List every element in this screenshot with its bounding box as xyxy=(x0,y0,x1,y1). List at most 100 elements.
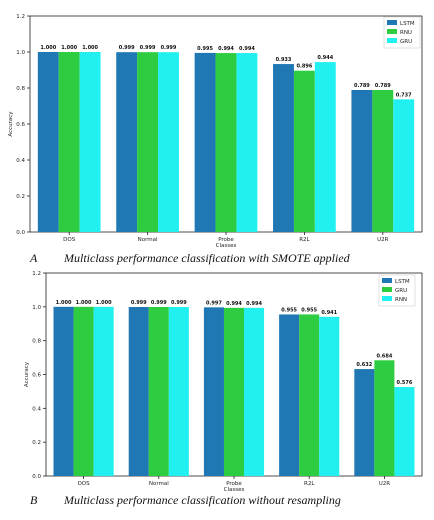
bar-lstm-r2l xyxy=(279,314,300,476)
bar-gru-dos xyxy=(79,52,101,232)
bar-lstm-u2r xyxy=(351,89,373,232)
bar-rnu-normal xyxy=(137,52,159,233)
y-tick-label: 0.6 xyxy=(32,373,41,379)
bar-value-label: 0.999 xyxy=(131,300,147,306)
bar-value-label: 0.995 xyxy=(197,46,213,52)
bar-value-label: 0.789 xyxy=(354,83,370,89)
bar-gru-dos xyxy=(73,306,94,476)
bar-value-label: 0.933 xyxy=(276,57,292,63)
y-tick-label: 1.0 xyxy=(32,305,41,311)
bar-value-label: 0.997 xyxy=(206,300,222,306)
bar-lstm-u2r xyxy=(354,369,375,476)
bar-rnn-probe xyxy=(244,307,265,476)
caption-letter: B xyxy=(30,493,38,507)
caption-text: Multiclass performance classification wi… xyxy=(63,493,341,507)
legend-swatch-lstm xyxy=(382,278,392,283)
bar-lstm-dos xyxy=(53,306,74,476)
y-tick-label: 1.2 xyxy=(32,271,41,277)
bar-value-label: 0.999 xyxy=(151,300,167,306)
bar-value-label: 0.994 xyxy=(246,301,262,307)
caption-text: Multiclass performance classification wi… xyxy=(63,251,351,265)
bar-rnn-u2r xyxy=(394,387,415,476)
bar-value-label: 0.994 xyxy=(239,46,255,52)
bar-rnu-dos xyxy=(58,52,80,232)
bar-value-label: 1.000 xyxy=(56,300,72,306)
bar-value-label: 0.684 xyxy=(376,353,392,359)
bar-gru-normal xyxy=(148,307,169,476)
legend: LSTM GRU RNN xyxy=(378,274,416,307)
y-tick-label: 0.8 xyxy=(32,339,41,345)
caption-letter: A xyxy=(29,251,38,265)
bar-value-label: 0.955 xyxy=(281,307,297,313)
bar-value-label: 0.632 xyxy=(356,362,372,368)
x-tick-label: Probe xyxy=(226,481,242,487)
legend-label-lstm: LSTM xyxy=(400,21,415,27)
bar-gru-r2l xyxy=(299,314,320,476)
x-tick-label: DOS xyxy=(78,481,91,487)
bar-value-label: 0.576 xyxy=(397,380,413,386)
legend-label-gru: GRU xyxy=(395,288,407,294)
legend-swatch-rnu xyxy=(387,29,397,34)
x-tick-label: Probe xyxy=(218,237,234,243)
bar-value-label: 1.000 xyxy=(76,300,92,306)
legend-label-lstm: LSTM xyxy=(395,279,410,285)
bar-lstm-normal xyxy=(116,52,138,233)
chart-panel-a: 0.0 0.2 0.4 0.6 0.8 1.0 1.2 Accuracy 1.000 1.000 1… xyxy=(8,14,423,265)
bar-gru-probe xyxy=(236,53,258,232)
bar-value-label: 0.994 xyxy=(226,301,242,307)
x-axis-label: Classes xyxy=(224,487,245,493)
bar-value-label: 0.994 xyxy=(218,46,234,52)
y-tick-label: 1.2 xyxy=(16,14,25,20)
legend: LSTM RNU GRU xyxy=(383,16,421,49)
y-tick-label: 0.0 xyxy=(16,230,25,236)
bar-value-label: 0.999 xyxy=(161,45,177,51)
bar-lstm-r2l xyxy=(273,64,294,232)
bar-value-label: 1.000 xyxy=(40,45,56,51)
bar-value-label: 1.000 xyxy=(96,300,112,306)
y-tick-label: 0.4 xyxy=(16,158,25,164)
bar-value-label: 0.999 xyxy=(171,300,187,306)
bar-gru-probe xyxy=(223,307,245,476)
bar-value-label: 1.000 xyxy=(82,45,98,51)
x-tick-label: Normal xyxy=(149,481,169,487)
y-tick-label: 0.4 xyxy=(32,406,41,412)
bar-rnu-r2l xyxy=(293,70,315,232)
x-tick-label: U2R xyxy=(377,237,389,243)
bar-lstm-probe xyxy=(194,52,216,233)
bar-value-label: 1.000 xyxy=(61,45,77,51)
bar-rnn-r2l xyxy=(319,316,340,476)
y-tick-label: 0.2 xyxy=(32,440,41,446)
bar-rnu-probe xyxy=(215,53,237,232)
legend-swatch-rnn xyxy=(382,296,392,301)
bar-value-label: 0.944 xyxy=(317,55,333,61)
y-tick-label: 0.0 xyxy=(32,474,41,480)
x-axis-label: Classes xyxy=(216,243,237,249)
bar-value-label: 0.896 xyxy=(296,64,312,70)
bar-value-label: 0.955 xyxy=(301,307,317,313)
bar-value-label: 0.941 xyxy=(321,310,337,316)
x-tick-label: Normal xyxy=(138,237,158,243)
legend-swatch-gru xyxy=(387,38,397,43)
chart-panel-b: 0.0 0.2 0.4 0.6 0.8 1.0 1.2 Accuracy 1.000 1.000 1… xyxy=(24,271,423,507)
y-tick-label: 1.0 xyxy=(16,50,25,56)
bar-value-label: 0.999 xyxy=(119,45,135,51)
x-tick-label: DOS xyxy=(63,237,76,243)
legend-swatch-gru xyxy=(382,287,392,292)
y-axis-label: Accuracy xyxy=(24,361,30,387)
legend-label-gru: GRU xyxy=(400,39,412,45)
bar-value-label: 0.789 xyxy=(375,83,391,89)
bar-gru-u2r xyxy=(393,99,415,232)
bar-value-label: 0.999 xyxy=(140,45,156,51)
x-tick-label: R2L xyxy=(299,237,310,243)
bar-lstm-normal xyxy=(128,307,149,476)
x-tick-label: U2R xyxy=(379,481,391,487)
bar-rnn-dos xyxy=(93,306,114,476)
bar-value-label: 0.737 xyxy=(396,92,412,98)
bar-gru-r2l xyxy=(314,62,336,232)
legend-swatch-lstm xyxy=(387,20,397,25)
bar-rnn-normal xyxy=(168,307,189,476)
y-tick-label: 0.8 xyxy=(16,86,25,92)
legend-label-rnn: RNN xyxy=(395,297,407,303)
bar-rnu-u2r xyxy=(372,89,394,232)
